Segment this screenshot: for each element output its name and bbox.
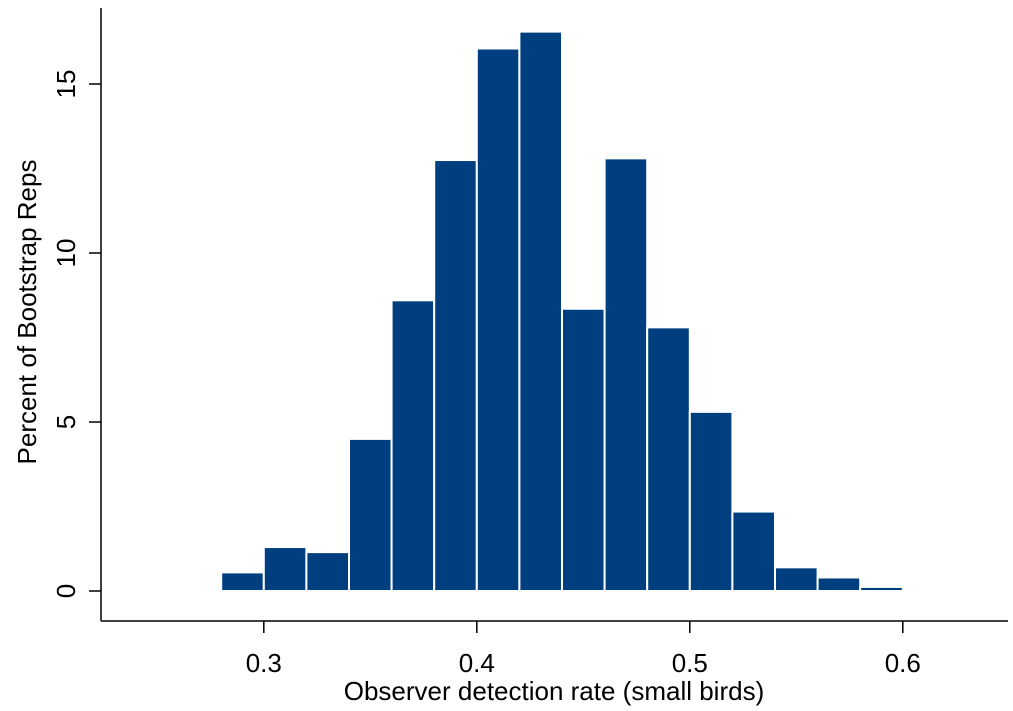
histogram-bar (390, 299, 436, 592)
y-axis-title: Percent of Bootstrap Reps (12, 160, 42, 465)
histogram-bar (561, 307, 606, 592)
histogram-bar (688, 410, 734, 592)
histogram-bar (901, 589, 947, 593)
histogram-bar (177, 588, 223, 592)
histogram-bar (348, 437, 393, 592)
histogram-bar (774, 566, 819, 593)
y-tick-label: 15 (51, 70, 81, 99)
x-tick-label: 0.6 (885, 648, 921, 678)
bars-group (135, 30, 990, 593)
x-axis-title: Observer detection rate (small birds) (344, 676, 764, 706)
histogram-bar (305, 551, 350, 593)
x-tick-label: 0.3 (246, 648, 282, 678)
histogram-bar (518, 30, 564, 593)
y-tick-label: 0 (51, 584, 81, 598)
histogram-bar (433, 159, 478, 593)
histogram-bar (603, 157, 649, 593)
histogram-bar (646, 326, 691, 592)
y-tick-label: 10 (51, 239, 81, 268)
histogram-bar (220, 571, 265, 592)
histogram-bar (475, 47, 521, 592)
histogram-bar (816, 576, 862, 592)
histogram-bar (135, 589, 180, 593)
histogram-bar (859, 585, 904, 593)
y-axis: 0 5 10 15 (51, 8, 102, 621)
x-tick-label: 0.5 (672, 648, 708, 678)
y-tick-label: 5 (51, 415, 81, 429)
histogram-bar (731, 510, 777, 593)
x-tick-label: 0.4 (459, 648, 495, 678)
histogram-bar (262, 546, 308, 592)
x-axis: 0.3 0.4 0.5 0.6 (101, 620, 1008, 678)
